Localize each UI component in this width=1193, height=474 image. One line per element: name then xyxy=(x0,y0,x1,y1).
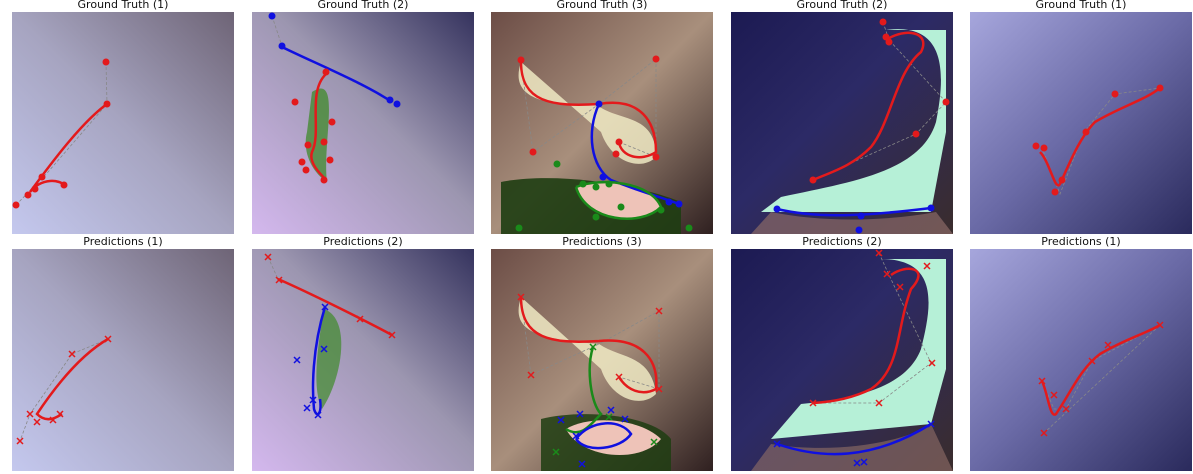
filled-region-brown xyxy=(751,424,953,471)
gt-panel-4 xyxy=(731,12,953,234)
control-points-red xyxy=(809,18,950,184)
gt-panel-1 xyxy=(12,12,234,234)
panel-title-pred-4: Predictions (2) xyxy=(802,235,882,248)
curve-red xyxy=(519,61,658,159)
control-points-blue xyxy=(293,303,329,419)
panel-title-pred-3: Predictions (3) xyxy=(562,235,642,248)
panel-title-gt-5: Ground Truth (1) xyxy=(1035,0,1127,11)
field-background xyxy=(12,249,234,471)
panel-title-gt-4: Ground Truth (2) xyxy=(796,0,888,11)
control-points xyxy=(1032,84,1164,196)
panel-title-gt-2: Ground Truth (2) xyxy=(317,0,409,11)
curve-blue xyxy=(311,306,327,416)
control-points-blue xyxy=(773,204,935,234)
panel-title-pred-5: Predictions (1) xyxy=(1041,235,1121,248)
panel-title-pred-1: Predictions (1) xyxy=(83,235,163,248)
control-points xyxy=(12,58,111,209)
gt-panel-5 xyxy=(970,12,1192,234)
control-points-red xyxy=(517,293,663,393)
control-polygon xyxy=(520,296,660,390)
filled-region-mint xyxy=(771,259,946,439)
pred-panel-5 xyxy=(970,249,1192,471)
control-points-blue xyxy=(773,420,935,467)
filled-region-brown xyxy=(751,212,953,234)
control-points-red xyxy=(809,249,936,407)
curve-red xyxy=(519,296,658,394)
curve-red xyxy=(812,267,920,405)
filled-region-mint xyxy=(761,29,946,213)
panel-title-gt-3: Ground Truth (3) xyxy=(556,0,648,11)
curve-red xyxy=(277,277,393,337)
control-points-blue xyxy=(557,406,629,468)
curve-blue xyxy=(279,44,393,104)
control-points xyxy=(1038,321,1164,437)
field-background xyxy=(970,12,1192,234)
control-points-red xyxy=(517,55,660,161)
control-polygon xyxy=(19,338,109,442)
filled-region-green xyxy=(316,309,342,409)
pred-panel-3 xyxy=(491,249,713,471)
control-polygon xyxy=(267,256,393,336)
gt-panel-2 xyxy=(252,12,474,234)
field-background xyxy=(252,249,474,471)
pred-panel-4 xyxy=(731,249,953,471)
curve-red xyxy=(1039,87,1161,187)
curve-red xyxy=(812,31,925,182)
curve-blue xyxy=(574,422,633,450)
curve-blue xyxy=(776,422,932,456)
control-points-blue xyxy=(595,100,683,208)
control-points-red xyxy=(264,253,396,339)
field-background xyxy=(12,12,234,234)
control-points xyxy=(16,335,112,445)
pred-panel-2 xyxy=(252,249,474,471)
curve-green xyxy=(565,346,603,434)
gt-panel-3 xyxy=(491,12,713,234)
control-points-green xyxy=(552,343,658,456)
control-points-red xyxy=(291,68,336,184)
panel-title-pred-2: Predictions (2) xyxy=(323,235,403,248)
control-points-blue xyxy=(268,12,401,108)
panel-title-gt-1: Ground Truth (1) xyxy=(77,0,169,11)
curve-blue xyxy=(776,206,932,217)
pred-panel-1 xyxy=(12,249,234,471)
control-polygon xyxy=(520,58,657,158)
field-background xyxy=(970,249,1192,471)
control-points-green xyxy=(515,160,693,232)
control-polygon xyxy=(1041,324,1161,434)
curve-blue xyxy=(590,103,680,206)
curve-red xyxy=(1040,323,1161,416)
